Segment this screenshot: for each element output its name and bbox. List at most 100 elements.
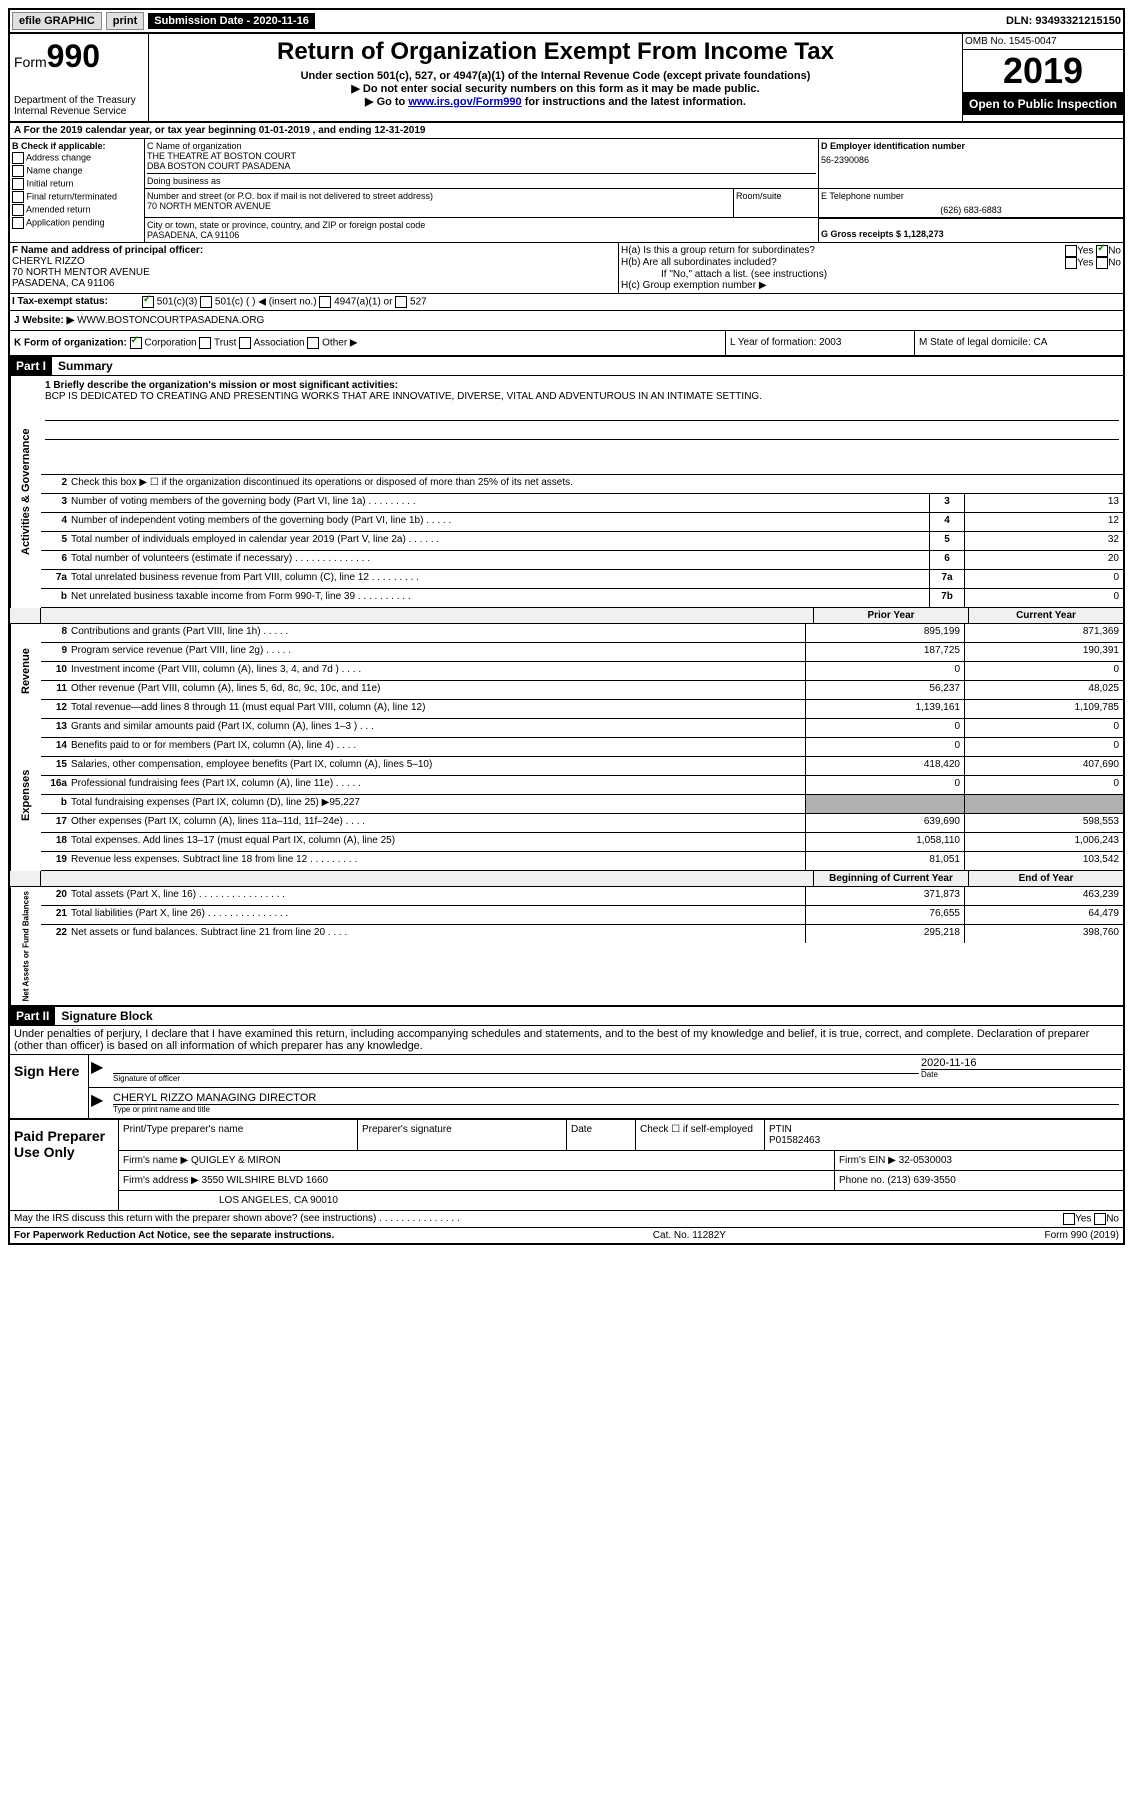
- checkbox-amended[interactable]: [12, 204, 24, 216]
- tax-year: 2019: [963, 50, 1123, 93]
- officer-name-title: CHERYL RIZZO MANAGING DIRECTOR: [113, 1092, 1119, 1104]
- checkbox-final-return[interactable]: [12, 191, 24, 203]
- begin-year-header: Beginning of Current Year: [813, 871, 968, 886]
- line-17-current: 598,553: [964, 814, 1123, 832]
- top-bar: efile GRAPHIC print Submission Date - 20…: [10, 10, 1123, 34]
- arrow-line-2: ▶ Go to www.irs.gov/Form990 for instruct…: [153, 95, 958, 108]
- line-14-current: 0: [964, 738, 1123, 756]
- checkbox-corporation[interactable]: [130, 337, 142, 349]
- line-13-desc: Grants and similar amounts paid (Part IX…: [69, 719, 805, 737]
- line-8-prior: 895,199: [805, 624, 964, 642]
- part2-header: Part II: [10, 1007, 55, 1025]
- firm-addr2: LOS ANGELES, CA 90010: [119, 1191, 1123, 1210]
- line-16b-gray2: [964, 795, 1123, 813]
- part1-header-row: Part I Summary: [10, 357, 1123, 376]
- section-k: K Form of organization: Corporation Trus…: [10, 331, 725, 355]
- line-4-val: 12: [964, 513, 1123, 531]
- print-button[interactable]: print: [106, 12, 144, 30]
- line-14-desc: Benefits paid to or for members (Part IX…: [69, 738, 805, 756]
- mission-text: BCP IS DEDICATED TO CREATING AND PRESENT…: [45, 391, 1119, 402]
- line-16a-prior: 0: [805, 776, 964, 794]
- current-year-header: Current Year: [968, 608, 1123, 623]
- checkbox-hb-no[interactable]: [1096, 257, 1108, 269]
- line-21-prior: 76,655: [805, 906, 964, 924]
- line-13-current: 0: [964, 719, 1123, 737]
- line-6-desc: Total number of volunteers (estimate if …: [69, 551, 929, 569]
- checkbox-association[interactable]: [239, 337, 251, 349]
- form-990-container: efile GRAPHIC print Submission Date - 20…: [8, 8, 1125, 1245]
- header-right: OMB No. 1545-0047 2019 Open to Public In…: [962, 34, 1123, 121]
- checkbox-trust[interactable]: [199, 337, 211, 349]
- perjury-declaration: Under penalties of perjury, I declare th…: [10, 1026, 1123, 1055]
- line-12-prior: 1,139,161: [805, 700, 964, 718]
- section-c: C Name of organization THE THEATRE AT BO…: [145, 139, 1123, 242]
- sig-officer-label: Signature of officer: [113, 1073, 919, 1083]
- section-b-label: B Check if applicable:: [12, 141, 142, 151]
- revenue-section: Revenue 8Contributions and grants (Part …: [10, 624, 1123, 719]
- line-20-prior: 371,873: [805, 887, 964, 905]
- discuss-row: May the IRS discuss this return with the…: [10, 1210, 1123, 1227]
- line-5-val: 32: [964, 532, 1123, 550]
- section-f-h: F Name and address of principal officer:…: [10, 243, 1123, 294]
- officer-label: F Name and address of principal officer:: [12, 245, 616, 256]
- part1-title: Summary: [52, 359, 113, 373]
- line-4-desc: Number of independent voting members of …: [69, 513, 929, 531]
- prior-year-header: Prior Year: [813, 608, 968, 623]
- form-number: 990: [47, 38, 100, 74]
- checkbox-ha-yes[interactable]: [1065, 245, 1077, 257]
- checkbox-initial-return[interactable]: [12, 178, 24, 190]
- tax-exempt-label: I Tax-exempt status:: [12, 296, 142, 308]
- sig-date-label: Date: [921, 1069, 1121, 1079]
- checkbox-discuss-yes[interactable]: [1063, 1213, 1075, 1225]
- line-7a-val: 0: [964, 570, 1123, 588]
- checkbox-501c3[interactable]: [142, 296, 154, 308]
- net-assets-section: Net Assets or Fund Balances 20Total asse…: [10, 887, 1123, 1007]
- part2-header-row: Part II Signature Block: [10, 1007, 1123, 1026]
- checkbox-discuss-no[interactable]: [1094, 1213, 1106, 1225]
- governance-label: Activities & Governance: [10, 376, 41, 608]
- discuss-label: May the IRS discuss this return with the…: [14, 1213, 460, 1225]
- governance-section: Activities & Governance 1 Briefly descri…: [10, 376, 1123, 608]
- preparer-sig-label: Preparer's signature: [358, 1120, 567, 1150]
- line-22-current: 398,760: [964, 925, 1123, 943]
- section-h: H(a) Is this a group return for subordin…: [619, 243, 1123, 293]
- preparer-name-label: Print/Type preparer's name: [119, 1120, 358, 1150]
- line-19-desc: Revenue less expenses. Subtract line 18 …: [69, 852, 805, 870]
- line-22-prior: 295,218: [805, 925, 964, 943]
- part2-title: Signature Block: [55, 1009, 152, 1023]
- line-19-prior: 81,051: [805, 852, 964, 870]
- part1-header: Part I: [10, 357, 52, 375]
- begin-end-header: Beginning of Current Year End of Year: [10, 871, 1123, 887]
- prior-current-header: Prior Year Current Year: [10, 608, 1123, 624]
- addr-label: Number and street (or P.O. box if mail i…: [147, 191, 731, 201]
- firm-ein: 32-0530003: [899, 1155, 952, 1166]
- paid-preparer-section: Paid Preparer Use Only Print/Type prepar…: [10, 1119, 1123, 1210]
- line-7b-val: 0: [964, 589, 1123, 607]
- firm-name: QUIGLEY & MIRON: [191, 1155, 281, 1166]
- irs-label: Internal Revenue Service: [14, 106, 144, 117]
- dln-label: DLN: 93493321215150: [1006, 15, 1121, 27]
- checkbox-application-pending[interactable]: [12, 217, 24, 229]
- checkbox-name-change[interactable]: [12, 165, 24, 177]
- checkbox-hb-yes[interactable]: [1065, 257, 1077, 269]
- checkbox-527[interactable]: [395, 296, 407, 308]
- website-label: J Website: ▶: [14, 315, 74, 326]
- efile-button[interactable]: efile GRAPHIC: [12, 12, 102, 30]
- ein-value: 56-2390086: [821, 155, 1121, 165]
- line-17-prior: 639,690: [805, 814, 964, 832]
- firm-addr: 3550 WILSHIRE BLVD 1660: [202, 1175, 329, 1186]
- row-i: I Tax-exempt status: 501(c)(3) 501(c) ( …: [10, 294, 1123, 311]
- irs-link[interactable]: www.irs.gov/Form990: [408, 96, 521, 108]
- checkbox-ha-no[interactable]: [1096, 245, 1108, 257]
- line-15-desc: Salaries, other compensation, employee b…: [69, 757, 805, 775]
- line-5-desc: Total number of individuals employed in …: [69, 532, 929, 550]
- cat-number: Cat. No. 11282Y: [653, 1230, 726, 1241]
- ha-label: H(a) Is this a group return for subordin…: [621, 245, 815, 257]
- checkbox-other[interactable]: [307, 337, 319, 349]
- year-formation: L Year of formation: 2003: [725, 331, 914, 355]
- preparer-date-label: Date: [567, 1120, 636, 1150]
- checkbox-address-change[interactable]: [12, 152, 24, 164]
- checkbox-501c[interactable]: [200, 296, 212, 308]
- line-21-current: 64,479: [964, 906, 1123, 924]
- checkbox-4947[interactable]: [319, 296, 331, 308]
